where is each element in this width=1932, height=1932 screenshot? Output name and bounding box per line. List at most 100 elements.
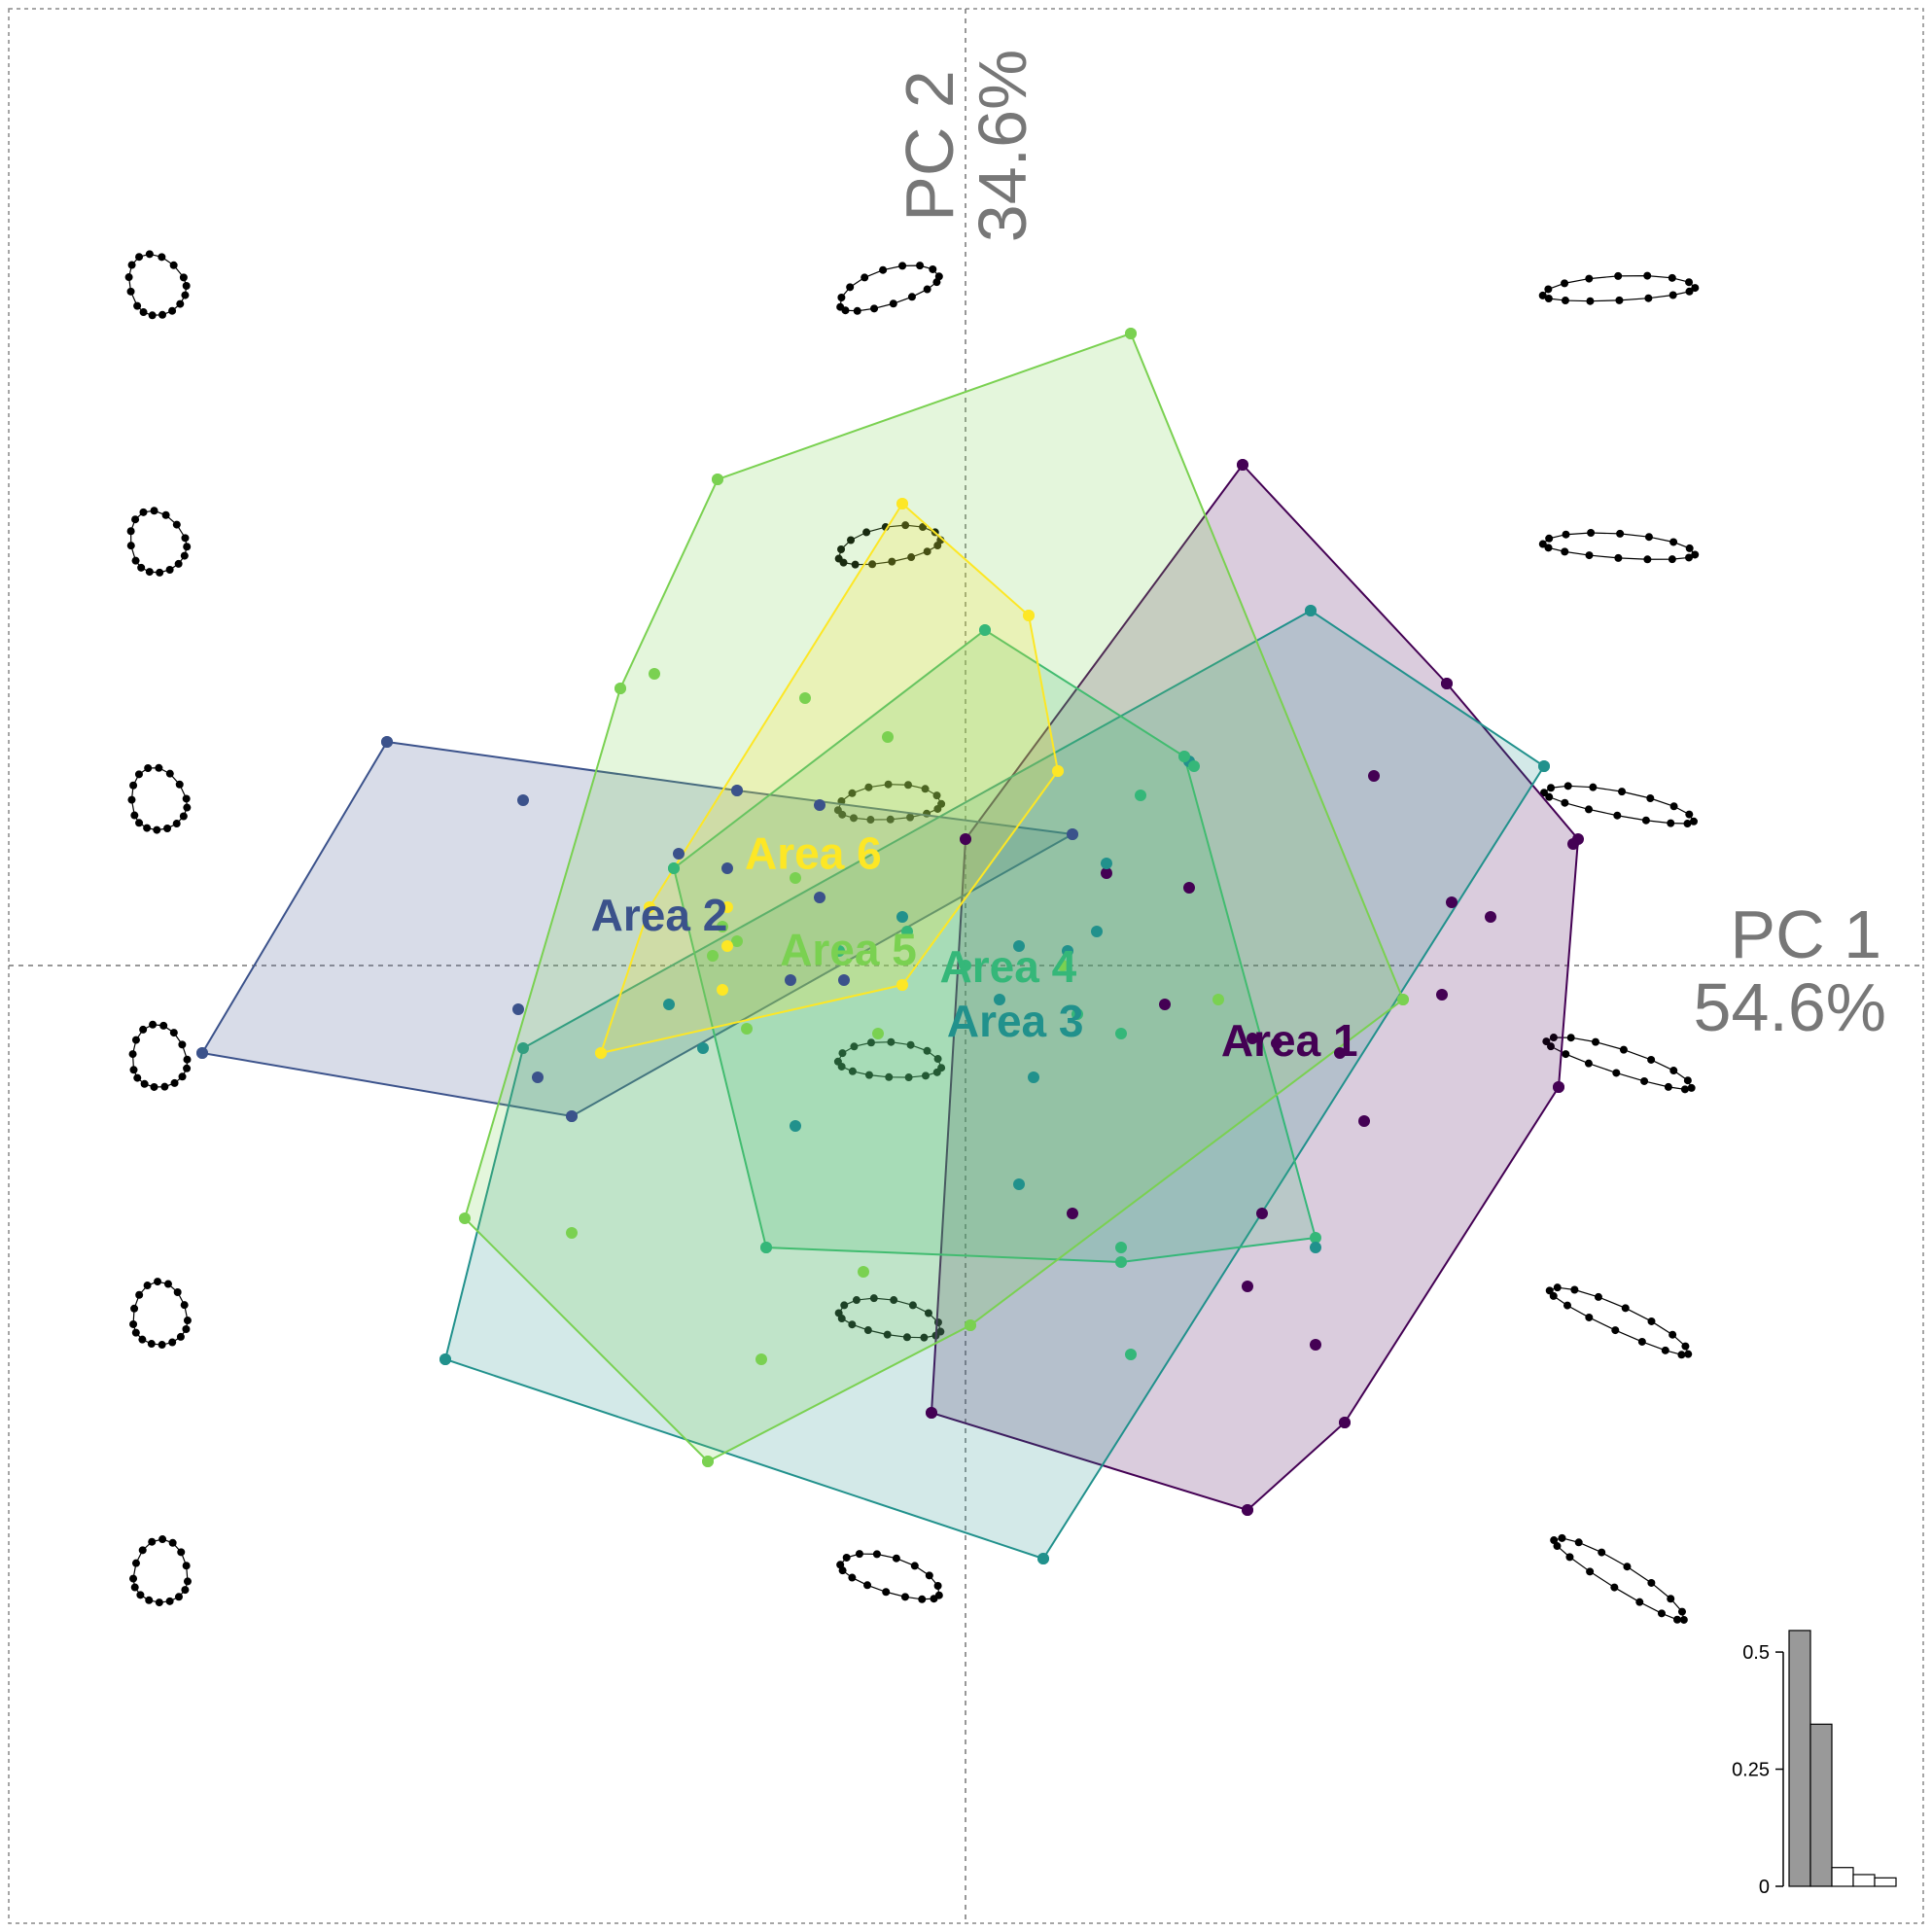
morphospace-shapes: [124, 250, 1700, 1624]
landmark-point: [1667, 819, 1675, 827]
landmark-point: [1667, 1595, 1675, 1603]
data-point: [760, 1242, 772, 1253]
landmark-point: [1540, 789, 1549, 797]
data-point: [790, 872, 801, 884]
landmark-point: [129, 1574, 138, 1583]
landmark-point: [1614, 553, 1623, 562]
landmark-point: [887, 1037, 896, 1046]
landmark-point: [178, 1040, 187, 1049]
group-label: Area 1: [1221, 1015, 1358, 1066]
landmark-point: [922, 1071, 931, 1080]
scree-bar: [1809, 1723, 1833, 1887]
landmark-point: [933, 1055, 942, 1064]
landmark-point: [126, 527, 135, 536]
landmark-point: [1668, 273, 1676, 282]
landmark-point: [1610, 1583, 1619, 1592]
morphospace-shape: [1550, 1533, 1688, 1624]
landmark-point: [1647, 1055, 1656, 1064]
data-point: [994, 994, 1005, 1005]
landmark-point: [145, 1596, 154, 1604]
data-point: [1305, 605, 1317, 616]
data-point: [512, 1003, 524, 1015]
landmark-point: [1614, 271, 1623, 280]
data-point: [960, 960, 971, 971]
data-point: [755, 1353, 767, 1365]
landmark-point: [180, 551, 189, 560]
landmark-point: [1687, 1083, 1696, 1092]
data-point: [381, 736, 393, 748]
landmark-point: [1691, 284, 1700, 293]
landmark-point: [1644, 294, 1653, 302]
landmark-point: [129, 1066, 138, 1074]
landmark-point: [1643, 271, 1652, 280]
hull-area-5: [463, 332, 1405, 1463]
landmark-point: [1585, 1313, 1594, 1321]
landmark-point: [134, 770, 143, 779]
data-point: [814, 892, 825, 903]
landmark-point: [183, 1317, 192, 1325]
landmark-point: [1685, 553, 1694, 562]
data-point: [785, 974, 796, 986]
landmark-point: [138, 1335, 147, 1344]
data-point: [439, 1353, 451, 1365]
data-point: [1368, 770, 1380, 782]
landmark-point: [929, 264, 937, 273]
landmark-point: [1679, 1615, 1688, 1624]
landmark-point: [1570, 1285, 1579, 1294]
data-point: [1101, 867, 1112, 879]
landmark-point: [148, 311, 157, 320]
landmark-point: [1591, 1037, 1599, 1046]
landmark-point: [148, 1537, 157, 1546]
data-point: [858, 1266, 869, 1278]
data-point: [721, 940, 733, 952]
landmark-point: [833, 806, 842, 815]
data-point: [644, 901, 655, 913]
landmark-point: [131, 515, 140, 524]
landmark-point: [1553, 1542, 1562, 1551]
landmark-point: [130, 1583, 139, 1592]
landmark-point: [916, 262, 925, 270]
data-point: [566, 1227, 578, 1239]
data-point: [1553, 1081, 1564, 1093]
landmark-point: [933, 1581, 942, 1590]
hull-vertex: [1310, 1232, 1321, 1244]
landmark-point: [925, 1571, 933, 1580]
data-point: [1256, 1208, 1268, 1219]
data-points: [196, 328, 1579, 1564]
convex-hulls: [196, 328, 1584, 1564]
data-point: [649, 668, 660, 680]
landmark-point: [847, 536, 856, 544]
landmark-point: [1635, 1598, 1644, 1606]
landmark-point: [145, 250, 154, 259]
landmark-point: [159, 1021, 168, 1030]
data-point: [1023, 610, 1035, 621]
morphospace-shape: [129, 1535, 192, 1607]
scree-tick-label: 0: [1759, 1877, 1770, 1898]
landmark-point: [863, 1326, 872, 1335]
landmark-point: [870, 304, 879, 313]
landmark-point: [139, 1025, 148, 1034]
shape-outline: [1548, 1286, 1690, 1355]
data-point: [615, 683, 626, 694]
morphospace-shape: [1538, 529, 1700, 564]
data-point: [1538, 760, 1550, 772]
data-point: [1071, 1008, 1083, 1020]
landmark-point: [1544, 285, 1553, 294]
data-point: [595, 1047, 607, 1059]
landmark-point: [133, 1073, 142, 1082]
landmark-point: [163, 1280, 172, 1288]
landmark-point: [182, 1562, 191, 1570]
pc1-axis-title: PC 1: [1730, 896, 1881, 972]
morphospace-shape: [126, 507, 192, 577]
data-point: [926, 1407, 937, 1419]
landmark-point: [1669, 538, 1678, 546]
data-point: [838, 974, 850, 986]
landmark-point: [869, 1294, 878, 1303]
landmark-point: [879, 265, 888, 274]
landmark-point: [864, 1071, 873, 1079]
data-point: [901, 926, 913, 937]
group-label: Area 5: [780, 925, 917, 975]
landmark-point: [902, 1333, 911, 1342]
data-point: [721, 901, 733, 913]
